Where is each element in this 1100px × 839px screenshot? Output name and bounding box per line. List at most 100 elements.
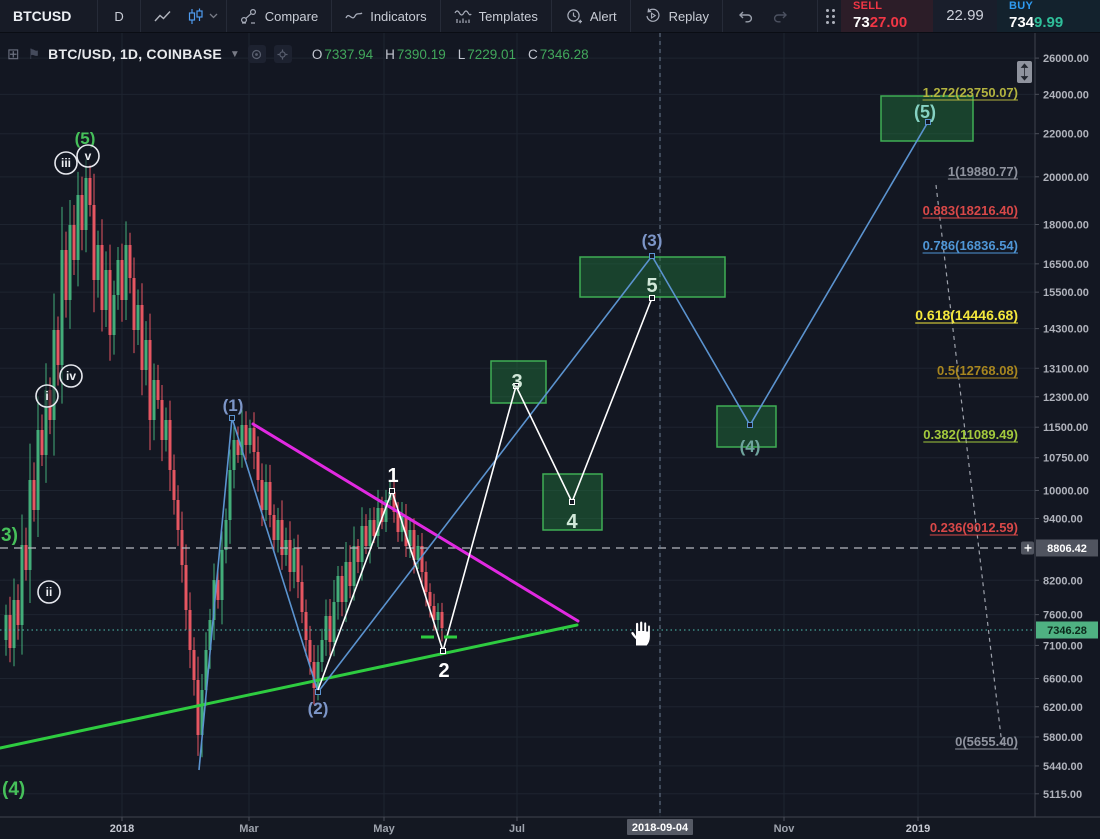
wave-vertex-marker[interactable]	[649, 253, 655, 259]
flag-icon[interactable]: ⚑	[27, 46, 41, 62]
candle-body	[28, 480, 32, 570]
fib-label: 1.272(23750.07)	[923, 85, 1018, 100]
candlestick-icon	[188, 8, 203, 24]
wave-vertex-marker[interactable]	[440, 648, 446, 654]
hide-source-button[interactable]	[247, 45, 266, 63]
candle-body	[56, 330, 60, 365]
eye-icon	[252, 49, 262, 59]
interval-button[interactable]: D	[98, 0, 139, 32]
candle-body	[260, 480, 264, 510]
candle-body	[152, 380, 156, 420]
add-symbol-icon[interactable]: ⊞	[7, 45, 20, 63]
trading-panel: SELL 7327.00 22.99 BUY 7349.99	[817, 0, 1100, 32]
sell-button[interactable]: SELL 7327.00	[841, 0, 933, 32]
alert-button[interactable]: Alert	[552, 0, 630, 32]
candle-body	[324, 616, 328, 640]
buy-price: 7349.99	[1009, 13, 1064, 31]
compare-label: Compare	[264, 8, 319, 24]
candle-body	[36, 430, 40, 510]
candle-body	[160, 400, 164, 440]
redo-button[interactable]	[763, 0, 803, 32]
indicators-button[interactable]: Indicators	[332, 0, 439, 32]
templates-button[interactable]: Templates	[441, 0, 551, 32]
candle-body	[88, 178, 92, 205]
symbol-search-button[interactable]: BTCUSD	[0, 0, 97, 32]
buy-label: BUY	[1009, 0, 1034, 13]
descending-resistance-line[interactable]	[251, 422, 580, 623]
fib-label: 1(19880.77)	[948, 164, 1018, 179]
wave-vertex-marker[interactable]	[513, 383, 519, 389]
settings-button[interactable]	[273, 45, 292, 63]
replay-button[interactable]: Replay	[631, 0, 722, 32]
sub-wave-path[interactable]	[317, 297, 653, 691]
wave-vertex-marker[interactable]	[925, 119, 931, 125]
price-tick-label: 12300.00	[1043, 392, 1089, 404]
candle-body	[384, 500, 388, 522]
symbol-dropdown-icon[interactable]: ▼	[229, 48, 240, 60]
wave-label: (5)	[914, 102, 936, 122]
candle-body	[128, 245, 132, 278]
candle-body	[392, 492, 396, 512]
line-chart-style-button[interactable]	[141, 0, 184, 32]
wave-label: (3)	[642, 231, 663, 250]
indicators-icon	[345, 12, 363, 19]
time-axis[interactable]: 2018 Mar May Jul Nov 2019 2018-09-04	[0, 816, 1100, 839]
candle-body	[412, 530, 416, 560]
time-tick-label: 2019	[906, 823, 930, 835]
alert-clock-icon	[567, 9, 582, 24]
target-box-wave4[interactable]	[716, 405, 777, 448]
candle-body	[240, 425, 244, 455]
wave-vertex-marker[interactable]	[569, 499, 575, 505]
toolbar-separator	[97, 0, 99, 32]
style-dropdown-button[interactable]	[207, 0, 226, 32]
wave-vertex-marker[interactable]	[747, 422, 753, 428]
candle-body	[436, 612, 440, 620]
candle-body	[356, 546, 360, 562]
wave-vertex-marker[interactable]	[229, 415, 235, 421]
symbol-title[interactable]: BTC/USD, 1D, COINBASE	[48, 46, 222, 62]
candle-body	[336, 576, 340, 602]
candle-body	[432, 606, 436, 620]
price-tick-label: 20000.00	[1043, 172, 1089, 184]
wave-vertex-marker[interactable]	[649, 295, 655, 301]
candle-body	[80, 195, 84, 230]
candle-body	[4, 615, 8, 640]
wave-label: 4	[566, 511, 578, 533]
replay-icon	[645, 8, 660, 22]
primary-wave-path[interactable]	[198, 121, 929, 771]
ohlc-values: O 7337.94 H 7390.19 L 7229.01 C 7346.28	[311, 46, 589, 62]
candle-body	[292, 548, 296, 572]
candle-body	[116, 260, 120, 295]
high-value: 7390.19	[396, 46, 446, 62]
replay-label: Replay	[668, 8, 710, 24]
candle-body	[172, 470, 176, 500]
ascending-support-line[interactable]	[0, 623, 579, 750]
candle-body	[232, 440, 236, 470]
price-axis[interactable]: 26000.00 24000.00 22000.00 20000.00 18000.00…	[1017, 33, 1100, 839]
compare-button[interactable]: Compare	[227, 0, 331, 32]
legend-row: ⊞ ⚑ BTC/USD, 1D, COINBASE ▼ O 7337.94 H 73…	[7, 45, 589, 63]
candle-body	[192, 650, 196, 680]
buy-button[interactable]: BUY 7349.99	[997, 0, 1100, 32]
wave-label: 1	[387, 465, 398, 487]
target-box-3[interactable]	[490, 360, 547, 404]
redo-icon	[774, 11, 788, 23]
candle-body	[300, 582, 304, 612]
fib-label: 0.236(9012.59)	[930, 520, 1018, 535]
price-tick-label: 5440.00	[1043, 761, 1083, 773]
fib-trend-dashed-line[interactable]	[935, 184, 1003, 746]
candles-style-button[interactable]	[184, 0, 207, 32]
undo-button[interactable]	[723, 0, 763, 32]
wave-label: (2)	[308, 699, 329, 718]
price-tick-label: 10000.00	[1043, 485, 1089, 497]
candlestick-series	[4, 159, 444, 758]
alert-price-badge	[1036, 539, 1098, 557]
target-box-5[interactable]	[579, 256, 726, 298]
wave-vertex-marker[interactable]	[315, 689, 321, 695]
target-box-wave5[interactable]	[880, 95, 974, 142]
trading-panel-drag-handle[interactable]	[818, 0, 841, 32]
compare-icon	[240, 8, 256, 24]
fib-label: 0.618(14446.68)	[915, 307, 1018, 323]
wave-vertex-marker[interactable]	[389, 488, 395, 494]
